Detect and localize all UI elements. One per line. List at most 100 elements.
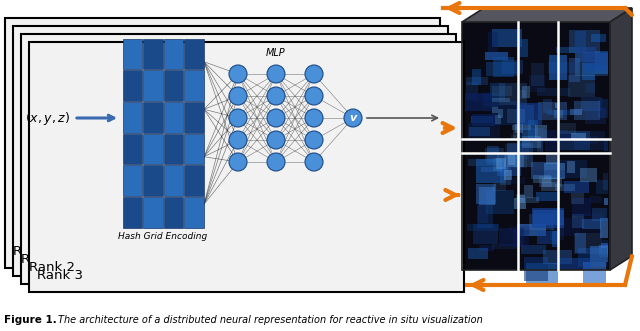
Bar — [490, 83, 504, 100]
Bar — [462, 22, 610, 270]
Bar — [488, 32, 498, 52]
Bar — [574, 131, 605, 150]
Circle shape — [229, 87, 247, 105]
Bar — [557, 218, 579, 236]
Bar — [589, 196, 602, 203]
Bar — [485, 148, 504, 163]
Bar — [542, 178, 562, 187]
Bar — [585, 83, 595, 93]
Bar — [122, 165, 142, 196]
Circle shape — [267, 153, 285, 171]
Bar — [583, 52, 608, 71]
Circle shape — [267, 131, 285, 149]
Text: Rank 0: Rank 0 — [13, 245, 59, 258]
Bar — [468, 122, 500, 141]
Bar — [513, 155, 527, 168]
Bar — [143, 70, 163, 101]
Bar — [184, 102, 204, 132]
Bar — [504, 170, 512, 179]
Bar — [469, 126, 490, 136]
Bar — [163, 165, 183, 196]
Bar — [603, 172, 608, 190]
Bar — [534, 170, 567, 177]
Circle shape — [267, 109, 285, 127]
Bar — [184, 165, 204, 196]
Bar — [143, 102, 163, 132]
Bar — [578, 248, 607, 267]
Bar — [472, 114, 495, 126]
Bar — [163, 197, 183, 227]
Bar — [143, 38, 163, 69]
Bar — [602, 240, 608, 249]
Bar — [575, 53, 608, 76]
Bar — [550, 218, 564, 240]
Bar — [492, 101, 521, 125]
Bar — [487, 146, 499, 165]
Circle shape — [267, 87, 285, 105]
Bar — [537, 231, 557, 244]
Bar — [581, 97, 602, 111]
Circle shape — [305, 109, 323, 127]
Bar — [531, 63, 543, 86]
Bar — [493, 57, 515, 77]
Bar — [571, 133, 586, 139]
Bar — [529, 213, 554, 230]
Text: Rank 3: Rank 3 — [37, 269, 83, 282]
Bar — [504, 155, 524, 167]
Circle shape — [305, 65, 323, 83]
Text: Figure 1.: Figure 1. — [4, 315, 57, 325]
Bar — [163, 133, 183, 164]
Bar — [499, 83, 527, 105]
Bar — [545, 140, 561, 151]
Bar — [569, 58, 580, 82]
Bar — [604, 138, 608, 151]
Bar — [492, 107, 498, 113]
Bar — [515, 124, 524, 133]
Bar — [506, 144, 529, 159]
Bar — [507, 177, 525, 184]
Bar — [600, 217, 608, 238]
Bar — [520, 103, 541, 125]
Bar — [532, 208, 564, 228]
Polygon shape — [462, 8, 632, 22]
Bar — [575, 233, 586, 253]
Bar — [465, 77, 488, 85]
Bar — [483, 93, 499, 107]
Bar — [467, 224, 499, 231]
Bar — [486, 190, 514, 214]
Bar — [493, 183, 506, 191]
Bar — [519, 90, 526, 99]
Bar — [465, 93, 492, 111]
Circle shape — [344, 109, 362, 127]
Bar — [492, 86, 512, 97]
Bar — [493, 158, 502, 171]
Bar — [531, 162, 559, 179]
Bar — [604, 198, 608, 205]
Bar — [5, 18, 440, 268]
Bar — [568, 75, 595, 97]
Bar — [477, 205, 493, 228]
Bar — [582, 218, 601, 229]
Bar — [495, 115, 501, 123]
Bar — [472, 69, 481, 85]
Bar — [578, 213, 604, 233]
Bar — [548, 62, 579, 73]
Bar — [499, 228, 524, 246]
Bar — [511, 135, 520, 140]
Bar — [481, 167, 508, 172]
Bar — [516, 139, 530, 146]
Bar — [556, 47, 575, 53]
Bar — [566, 134, 581, 141]
Bar — [543, 99, 552, 113]
Bar — [163, 70, 183, 101]
Bar — [163, 102, 183, 132]
Bar — [471, 116, 493, 123]
Bar — [575, 31, 586, 53]
Bar — [486, 62, 520, 76]
Bar — [513, 230, 529, 247]
Bar — [516, 105, 534, 124]
Bar — [598, 99, 608, 118]
Circle shape — [305, 153, 323, 171]
Bar — [572, 198, 591, 216]
Bar — [122, 70, 142, 101]
